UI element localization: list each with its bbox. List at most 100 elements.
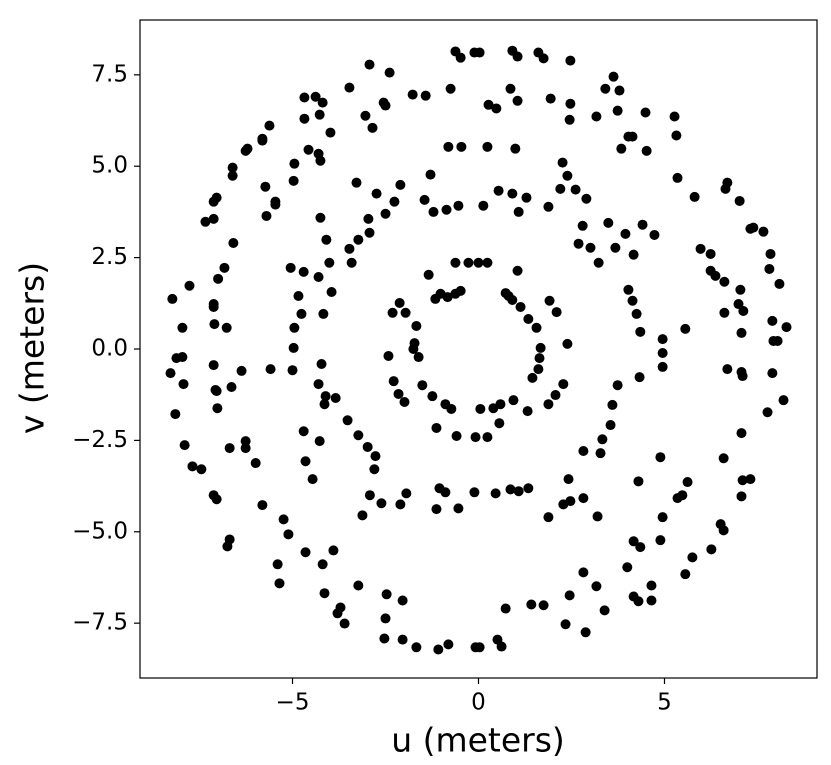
point [425, 169, 436, 180]
point [196, 464, 207, 475]
point [565, 55, 576, 66]
point [443, 639, 454, 650]
point [324, 257, 335, 268]
point [344, 82, 355, 93]
point [328, 545, 339, 556]
point [317, 559, 328, 570]
point [272, 559, 283, 570]
point [242, 143, 253, 154]
point [671, 130, 682, 141]
point [319, 588, 330, 599]
point [285, 262, 296, 273]
point [736, 428, 747, 439]
point [595, 448, 606, 459]
point [614, 85, 625, 96]
point [641, 145, 652, 156]
point [592, 511, 603, 522]
point [379, 633, 390, 644]
point [408, 344, 419, 354]
point [633, 476, 644, 487]
point [177, 322, 188, 333]
point [655, 535, 666, 546]
point [646, 580, 657, 591]
point [593, 257, 604, 268]
point [523, 314, 534, 325]
point [165, 368, 176, 379]
point [491, 103, 502, 114]
point [635, 326, 646, 337]
point [450, 257, 461, 268]
y-tick-label: 2.5 [91, 244, 128, 270]
y-tick-label: 5.0 [91, 153, 128, 179]
point [474, 47, 485, 58]
point [397, 634, 408, 645]
y-tick-label: −7.5 [72, 610, 128, 636]
point [383, 350, 394, 361]
point [298, 266, 309, 277]
point [274, 578, 285, 589]
point [364, 227, 375, 238]
point [628, 249, 639, 260]
point [226, 382, 237, 393]
point [300, 547, 311, 558]
point [543, 399, 554, 410]
point [563, 474, 574, 485]
point [313, 379, 324, 390]
point [314, 436, 325, 447]
point [758, 226, 769, 237]
point [657, 348, 668, 359]
point [628, 536, 639, 547]
point [265, 364, 276, 375]
point [380, 208, 391, 219]
point [544, 295, 555, 306]
point [706, 544, 717, 555]
point [495, 399, 506, 410]
point [222, 541, 233, 552]
point [357, 510, 368, 521]
point [384, 67, 395, 78]
point [722, 364, 733, 375]
point [332, 608, 343, 619]
point [270, 199, 281, 210]
point [605, 420, 616, 431]
point [314, 109, 325, 120]
x-axis-label: u (meters) [391, 721, 565, 760]
point [631, 308, 642, 319]
point [478, 200, 489, 211]
point [346, 257, 357, 268]
point [767, 315, 778, 326]
point [607, 399, 618, 410]
point [534, 353, 545, 364]
point [718, 525, 729, 536]
point [446, 403, 457, 414]
point [395, 499, 406, 510]
point [558, 379, 569, 390]
point [578, 567, 589, 578]
point [434, 483, 445, 494]
point [512, 265, 523, 276]
point [360, 110, 371, 121]
point [503, 290, 514, 301]
point [445, 83, 456, 94]
point [543, 512, 554, 523]
point [330, 392, 341, 403]
point [470, 432, 481, 443]
point [407, 89, 418, 100]
point [507, 188, 518, 199]
point [735, 284, 746, 295]
point [388, 376, 399, 387]
point [558, 499, 569, 510]
point [599, 605, 610, 616]
point [640, 107, 651, 118]
point [431, 504, 442, 515]
point [689, 191, 700, 202]
point [505, 83, 516, 94]
x-tick-label: −5 [276, 690, 310, 716]
point [435, 288, 446, 299]
point [473, 257, 484, 268]
point [221, 322, 232, 333]
point [562, 338, 573, 349]
point [178, 379, 189, 390]
point [395, 179, 406, 190]
point [508, 395, 519, 406]
